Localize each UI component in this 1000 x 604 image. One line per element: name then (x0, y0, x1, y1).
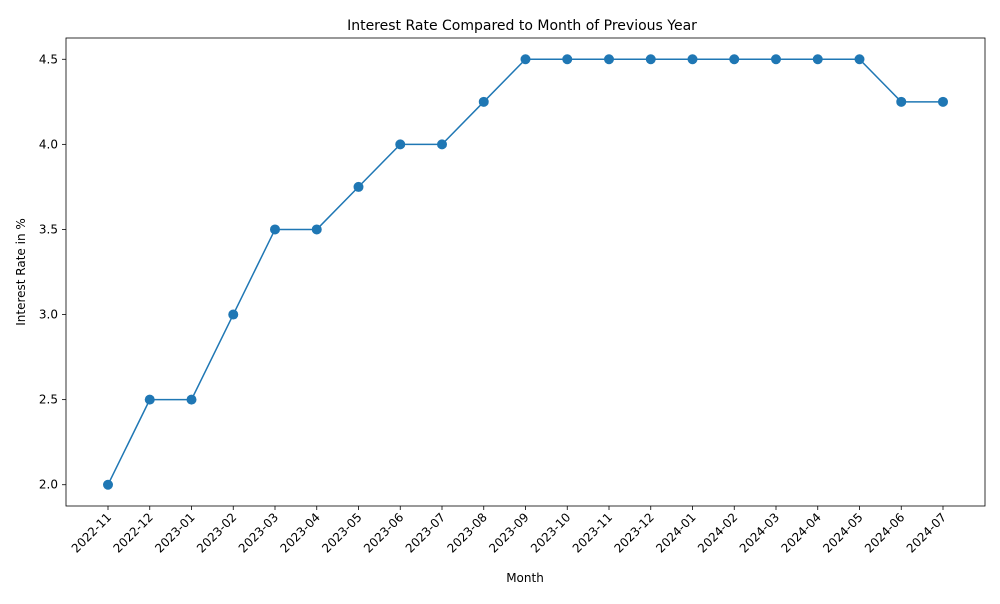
data-point (687, 54, 698, 65)
x-tick-label: 2023-06 (361, 510, 406, 555)
x-tick-label: 2023-02 (194, 510, 239, 555)
y-tick-label: 3.5 (39, 222, 58, 236)
x-tick-label: 2024-05 (820, 510, 865, 555)
series-interest-rate (103, 54, 948, 490)
data-point (938, 96, 948, 107)
x-axis-ticks: 2022-112022-122023-012023-022023-032023-… (69, 506, 949, 556)
data-point (395, 139, 406, 150)
series-line (107, 58, 943, 486)
data-point (186, 394, 197, 405)
x-tick-label: 2024-01 (653, 510, 698, 555)
data-point (562, 54, 573, 65)
x-tick-label: 2023-01 (152, 510, 197, 555)
axes-frame (65, 37, 986, 507)
x-tick-label: 2023-03 (236, 510, 281, 555)
x-tick-label: 2023-07 (403, 510, 448, 555)
y-axis-label: Interest Rate in % (14, 218, 28, 326)
y-axis-ticks: 2.0 2.5 3.0 3.5 4.0 4.5 (39, 52, 66, 492)
x-tick-label: 2024-02 (695, 510, 740, 555)
data-point (604, 54, 614, 65)
x-tick-label: 2023-08 (445, 510, 490, 555)
data-point (645, 54, 656, 65)
data-point (353, 181, 364, 192)
data-point (812, 54, 823, 65)
x-tick-label: 2023-10 (528, 510, 573, 555)
chart-title: Interest Rate Compared to Month of Previ… (347, 18, 697, 34)
x-tick-label: 2023-05 (319, 510, 364, 555)
data-point (771, 54, 781, 65)
data-point (854, 54, 865, 65)
data-point (144, 394, 155, 405)
data-point (896, 96, 907, 107)
y-tick-label: 2.0 (39, 478, 58, 492)
data-point (478, 96, 489, 107)
data-point (437, 139, 447, 150)
x-tick-label: 2024-03 (737, 510, 782, 555)
data-point (729, 54, 740, 65)
data-point (311, 224, 322, 235)
x-tick-label: 2023-09 (486, 510, 531, 555)
data-point (270, 224, 280, 235)
y-tick-label: 3.0 (39, 308, 58, 322)
y-tick-label: 2.5 (39, 393, 58, 407)
data-point (103, 479, 113, 490)
x-tick-label: 2023-11 (570, 510, 615, 555)
data-point (520, 54, 531, 65)
x-axis-label: Month (506, 571, 544, 585)
plot-frame (65, 37, 986, 507)
x-tick-label: 2024-06 (862, 510, 907, 555)
x-tick-label: 2024-04 (779, 510, 824, 555)
x-tick-label: 2023-12 (612, 510, 657, 555)
y-tick-label: 4.0 (39, 137, 58, 151)
x-tick-label: 2022-11 (69, 510, 114, 555)
y-tick-label: 4.5 (39, 52, 58, 66)
x-tick-label: 2022-12 (111, 510, 156, 555)
x-tick-label: 2023-04 (278, 510, 323, 555)
data-point (228, 309, 239, 320)
x-tick-label: 2024-07 (904, 510, 949, 555)
